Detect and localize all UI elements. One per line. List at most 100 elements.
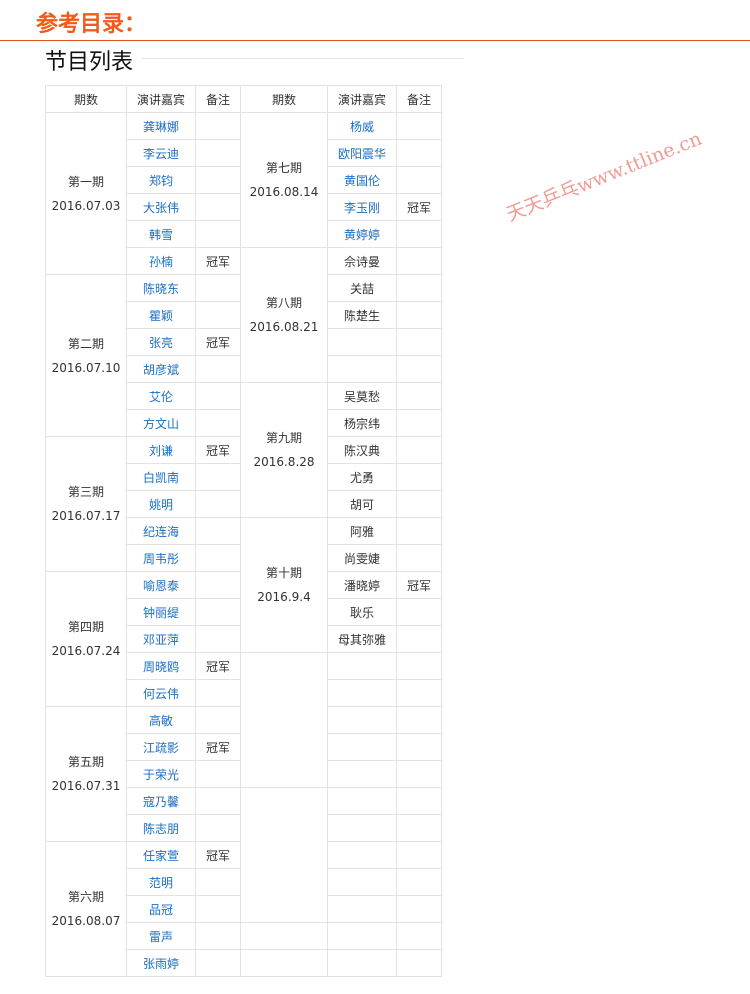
guest-note [396,463,442,491]
period-cell [240,787,328,923]
guest-name[interactable]: 李云迪 [126,139,196,167]
guest-note [195,922,241,950]
period-label: 第二期 [67,336,104,351]
heading-divider [0,40,750,41]
guest-name[interactable]: 孙楠 [126,247,196,275]
guest-note [396,544,442,572]
guest-note [396,949,442,977]
guest-name [327,652,397,680]
period-label: 第五期 [67,755,104,769]
guest-note [195,409,241,437]
guest-note [195,193,241,221]
guest-name[interactable]: 韩雪 [126,220,196,248]
guest-name[interactable]: 姚明 [126,490,196,518]
period-cell [240,922,328,950]
guest-name[interactable]: 高敏 [126,706,196,734]
guest-note [195,571,241,599]
table-row: 胡彦斌 [46,355,442,383]
guest-note: 冠军 [195,841,241,869]
period-label: 第十期 [265,566,302,580]
period-cell: 第八期 2016.08.21 [240,247,328,383]
guest-name [327,922,397,950]
guest-name[interactable]: 品冠 [126,895,196,923]
guest-name[interactable]: 黄婷婷 [327,220,397,248]
guest-name[interactable]: 于荣光 [126,760,196,788]
guest-name[interactable]: 张雨婷 [126,949,196,977]
guest-note [396,679,442,707]
guest-name[interactable]: 艾伦 [126,382,196,410]
table-row: 方文山 杨宗纬 [46,409,442,437]
period-cell: 第九期 2016.8.28 [240,382,328,518]
guest-name[interactable]: 何云伟 [126,679,196,707]
guest-note [195,490,241,518]
guest-note [195,814,241,842]
episode-table: 期数 演讲嘉宾 备注 期数 演讲嘉宾 备注 第一期 2016.07.03 龚琳娜 第七… [45,85,442,977]
guest-name[interactable]: 雷声 [126,922,196,950]
guest-name [327,814,397,842]
guest-name[interactable]: 欧阳震华 [327,139,397,167]
header-note: 备注 [396,85,442,113]
table-row: 张亮 冠军 [46,328,442,356]
guest-name[interactable]: 纪连海 [126,517,196,545]
guest-note [396,355,442,383]
guest-note [195,355,241,383]
guest-note [195,706,241,734]
header-note: 备注 [195,85,241,113]
guest-name[interactable]: 方文山 [126,409,196,437]
period-cell: 第一期 2016.07.03 [45,112,127,275]
guest-note [396,112,442,140]
guest-name[interactable]: 胡彦斌 [126,355,196,383]
guest-name[interactable]: 大张伟 [126,193,196,221]
period-label: 第九期 [265,431,302,445]
guest-note [396,922,442,950]
period-label: 第六期 [67,890,104,904]
guest-name[interactable]: 喻恩泰 [126,571,196,599]
guest-note: 冠军 [396,193,442,221]
table-row: 姚明 胡可 [46,490,442,518]
period-date: 2016.07.17 [51,509,121,523]
guest-name [327,895,397,923]
period-label: 第三期 [67,485,104,499]
guest-name[interactable]: 白凯南 [126,463,196,491]
guest-note: 冠军 [195,328,241,356]
guest-name[interactable]: 寇乃馨 [126,787,196,815]
guest-name: 阿雅 [327,517,397,545]
guest-note [396,733,442,761]
period-label: 第四期 [67,620,104,634]
guest-name: 潘晓婷 [327,571,397,599]
guest-name[interactable]: 龚琳娜 [126,112,196,140]
guest-name[interactable]: 钟丽缇 [126,598,196,626]
guest-name[interactable]: 张亮 [126,328,196,356]
table-row: 第一期 2016.07.03 龚琳娜 第七期 2016.08.14 杨威 [45,112,442,275]
period-date: 2016.07.03 [51,198,121,213]
guest-name[interactable]: 邓亚萍 [126,625,196,653]
period-cell: 第十期 2016.9.4 [240,517,328,653]
guest-name[interactable]: 瞿颖 [126,301,196,329]
guest-name[interactable]: 郑钧 [126,166,196,194]
guest-name[interactable]: 李玉刚 [327,193,397,221]
guest-name[interactable]: 黄国伦 [327,166,397,194]
period-cell: 第五期 2016.07.31 [45,706,127,842]
period-label: 第七期 [265,161,302,175]
table-row: 第五期 2016.07.31 高敏 [45,706,442,842]
guest-note [195,166,241,194]
guest-note [396,328,442,356]
table-row: 雷声 [46,922,442,950]
period-date: 2016.8.28 [253,455,315,469]
guest-name[interactable]: 周韦彤 [126,544,196,572]
guest-note [396,787,442,815]
period-cell: 第三期 2016.07.17 [45,436,127,572]
guest-name[interactable]: 杨威 [327,112,397,140]
guest-name[interactable]: 刘谦 [126,436,196,464]
guest-note [195,274,241,302]
guest-name[interactable]: 范明 [126,868,196,896]
guest-note [195,895,241,923]
guest-name[interactable]: 江疏影 [126,733,196,761]
guest-name[interactable]: 周晓鸥 [126,652,196,680]
guest-name[interactable]: 任家萱 [126,841,196,869]
guest-name [327,949,397,977]
period-cell [240,652,328,788]
guest-name[interactable]: 陈志朋 [126,814,196,842]
guest-name[interactable]: 陈晓东 [126,274,196,302]
guest-note [195,598,241,626]
